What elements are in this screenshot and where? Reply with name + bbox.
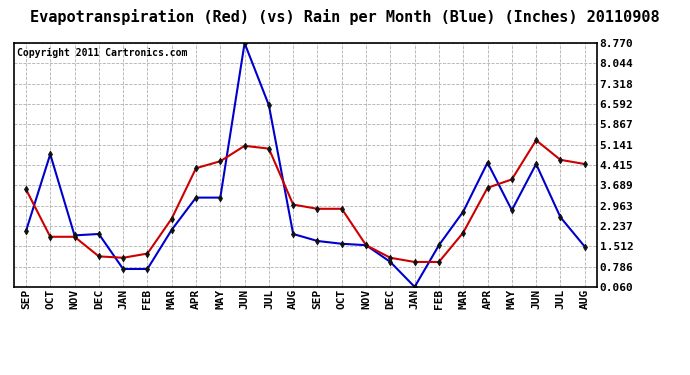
Text: Evapotranspiration (Red) (vs) Rain per Month (Blue) (Inches) 20110908: Evapotranspiration (Red) (vs) Rain per M… bbox=[30, 9, 660, 26]
Text: Copyright 2011 Cartronics.com: Copyright 2011 Cartronics.com bbox=[17, 48, 187, 58]
